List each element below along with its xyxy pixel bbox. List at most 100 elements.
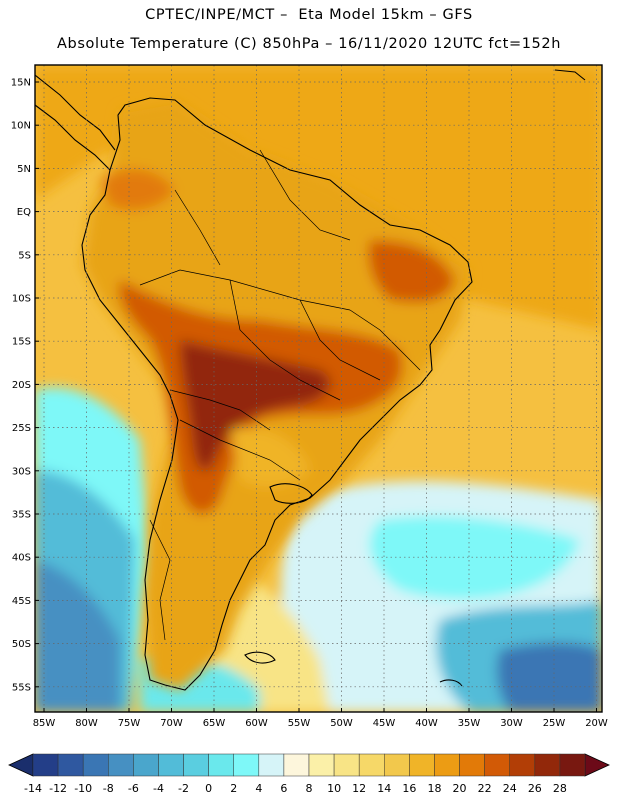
cold-atlantic-core: [369, 516, 580, 600]
lat-label: 10S: [12, 294, 31, 305]
lat-label: 5N: [17, 164, 31, 175]
legend-tick-label: -4: [153, 782, 164, 795]
lon-label: 75W: [118, 718, 141, 729]
legend-color-bin: [233, 753, 260, 777]
chart-title-line-2: Absolute Temperature (C) 850hPa – 16/11/…: [57, 36, 561, 52]
legend-tick-label: 28: [553, 782, 567, 795]
lat-label: 10N: [11, 121, 31, 132]
legend-color-bin: [333, 753, 360, 777]
northwest-warm-region: [100, 169, 175, 210]
coldest-pacific-region: [35, 560, 120, 712]
legend-color-bin: [308, 753, 335, 777]
caribbean-islands: [554, 69, 586, 81]
lon-label: 80W: [75, 718, 98, 729]
falkland-islands: [244, 651, 276, 664]
coastline-path: [81, 97, 473, 691]
lat-label: 15N: [11, 78, 31, 89]
legend-tick-label: 14: [377, 782, 391, 795]
border-line: [174, 189, 221, 266]
south-georgia: [439, 679, 463, 687]
lat-label: 5S: [18, 250, 31, 261]
legend-tick-label: -8: [103, 782, 114, 795]
lat-label: 50S: [12, 639, 31, 650]
legend-labels: -14 -12 -10 -8 -6 -4 -2 0 2 4 6 8 10 12 14 16 18 20 22 24 26…: [24, 782, 567, 795]
legend-tick-label: 10: [327, 782, 341, 795]
legend-color-bin: [434, 753, 460, 777]
legend-color-bin: [283, 753, 310, 777]
legend-tick-label: -14: [24, 782, 42, 795]
legend-tick-label: 4: [255, 782, 262, 795]
lon-label: 70W: [160, 718, 183, 729]
legend-color-bin: [258, 753, 285, 777]
legend-tick-label: 16: [402, 782, 416, 795]
legend-color-bin: [133, 753, 159, 777]
legend-color-bin: [57, 753, 84, 777]
legend-color-bin: [484, 753, 510, 777]
pampa-warm-region: [230, 427, 310, 487]
legend-tick-label: 8: [306, 782, 313, 795]
lon-label: 50W: [330, 718, 353, 729]
lon-label: 25W: [543, 718, 566, 729]
south-america-coastline: [35, 69, 586, 691]
northeast-hot-region: [368, 240, 455, 303]
lat-label: 20S: [12, 380, 31, 391]
legend-tick-label: 12: [352, 782, 366, 795]
legend-color-bin: [108, 753, 134, 777]
central-america-coast: [35, 74, 116, 151]
graticule: [35, 65, 602, 712]
legend-underflow-arrow: [8, 753, 34, 777]
lon-label: 60W: [245, 718, 268, 729]
coldest-south-atlantic: [497, 642, 602, 712]
legend-tick-label: -10: [74, 782, 92, 795]
legend-tick-label: 0: [205, 782, 212, 795]
legend-tick-label: -2: [178, 782, 189, 795]
legend-tick-label: 22: [478, 782, 492, 795]
latitude-labels: 15N 10N 5N EQ 5S 10S 15S 20S 25S 30S 35S 40S 45S 50S 5…: [11, 78, 39, 693]
color-scale-legend: -14 -12 -10 -8 -6 -4 -2 0 2 4 6 8 10 12 14 16 18 20 22 24 26…: [8, 753, 610, 795]
lat-label: 40S: [12, 553, 31, 564]
legend-tick-label: 18: [427, 782, 441, 795]
legend-color-bin: [358, 753, 385, 777]
legend-tick-label: 20: [453, 782, 467, 795]
legend-color-bin: [208, 753, 234, 777]
legend-tick-label: 24: [503, 782, 517, 795]
la-plata-estuary: [269, 483, 313, 504]
lat-label: 35S: [12, 510, 31, 521]
continent-heat: [82, 100, 470, 690]
legend-tick-label: 2: [230, 782, 237, 795]
border-line: [149, 519, 171, 641]
border-line: [299, 299, 381, 381]
legend-tick-label: 26: [528, 782, 542, 795]
map-plot-area: [35, 65, 602, 712]
chart-title-line-1: CPTEC/INPE/MCT – Eta Model 15km – GFS: [145, 7, 473, 23]
legend-color-bin: [32, 753, 59, 777]
lat-label: EQ: [17, 207, 31, 218]
legend-color-bin: [158, 753, 184, 777]
hottest-core-region: [180, 340, 331, 471]
legend-color-bin: [82, 753, 109, 777]
legend-color-bin: [509, 753, 536, 777]
border-line: [259, 149, 351, 241]
lat-label: 45S: [12, 596, 31, 607]
map-frame-border: [34, 64, 603, 713]
lon-label: 20W: [585, 718, 608, 729]
legend-color-bin: [384, 753, 410, 777]
legend-color-bin: [534, 753, 561, 777]
country-borders: [139, 149, 421, 641]
longitude-labels: 85W 80W 75W 70W 65W 60W 55W 50W 45W 40W 35W 30W 25W 2…: [33, 708, 608, 729]
border-line: [179, 419, 301, 481]
border-line: [229, 279, 341, 401]
temperature-map: 15N 10N 5N EQ 5S 10S 15S 20S 25S 30S 35S 40S 45S 50S 5…: [11, 64, 608, 729]
lon-label: 40W: [415, 718, 438, 729]
legend-tick-label: -12: [49, 782, 67, 795]
central-america-coast-south: [35, 104, 111, 171]
lat-label: 30S: [12, 466, 31, 477]
legend-tick-label: 6: [280, 782, 287, 795]
border-line: [169, 389, 271, 431]
lon-label: 55W: [288, 718, 311, 729]
lon-label: 45W: [373, 718, 396, 729]
legend-color-bin: [459, 753, 485, 777]
lon-label: 65W: [203, 718, 226, 729]
lat-label: 25S: [12, 423, 31, 434]
legend-color-bin: [409, 753, 435, 777]
